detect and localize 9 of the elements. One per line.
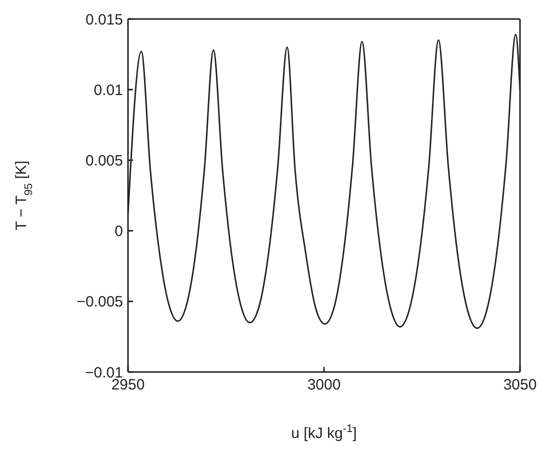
- y-tick-label: −0.005: [76, 294, 123, 311]
- x-tick-label: 3050: [503, 376, 537, 394]
- y-tick-label: 0.01: [94, 82, 123, 99]
- x-axis-title: u [kJ kg$^{-1}$]: [291, 423, 357, 442]
- y-tick-label: 0.005: [85, 152, 123, 170]
- y-tick-label: 0.015: [85, 11, 123, 28]
- x-tick-label: 2950: [111, 376, 145, 394]
- y-tick-label: 0: [114, 223, 123, 240]
- x-tick-label: 3000: [307, 376, 341, 394]
